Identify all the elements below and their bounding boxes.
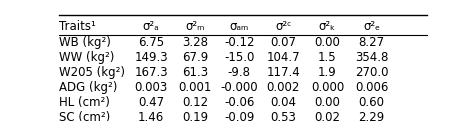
- Text: σ²ₐ: σ²ₐ: [143, 20, 159, 33]
- Text: 167.3: 167.3: [134, 66, 168, 79]
- Text: σ²ₖ: σ²ₖ: [319, 20, 336, 33]
- Text: -0.06: -0.06: [224, 96, 255, 109]
- Text: -9.8: -9.8: [228, 66, 251, 79]
- Text: WB (kg²): WB (kg²): [59, 36, 111, 49]
- Text: HL (cm²): HL (cm²): [59, 96, 110, 109]
- Text: 1.46: 1.46: [138, 111, 164, 121]
- Text: 1.9: 1.9: [318, 66, 337, 79]
- Text: 117.4: 117.4: [266, 66, 300, 79]
- Text: 0.001: 0.001: [179, 81, 212, 94]
- Text: 2.29: 2.29: [358, 111, 384, 121]
- Text: 1.5: 1.5: [318, 51, 337, 64]
- Text: 0.000: 0.000: [311, 81, 344, 94]
- Text: 0.07: 0.07: [270, 36, 296, 49]
- Text: -0.000: -0.000: [220, 81, 258, 94]
- Text: 0.04: 0.04: [270, 96, 296, 109]
- Text: 0.00: 0.00: [314, 96, 340, 109]
- Text: W205 (kg²): W205 (kg²): [59, 66, 125, 79]
- Text: 67.9: 67.9: [182, 51, 208, 64]
- Text: σ²ₑ: σ²ₑ: [363, 20, 380, 33]
- Text: WW (kg²): WW (kg²): [59, 51, 115, 64]
- Text: 61.3: 61.3: [182, 66, 208, 79]
- Text: 149.3: 149.3: [134, 51, 168, 64]
- Text: 0.02: 0.02: [314, 111, 340, 121]
- Text: 0.60: 0.60: [358, 96, 384, 109]
- Text: 0.19: 0.19: [182, 111, 208, 121]
- Text: σ²ᶜ: σ²ᶜ: [275, 20, 292, 33]
- Text: 6.75: 6.75: [138, 36, 164, 49]
- Text: 0.53: 0.53: [270, 111, 296, 121]
- Text: Traits¹: Traits¹: [59, 20, 96, 33]
- Text: 0.006: 0.006: [355, 81, 388, 94]
- Text: 3.28: 3.28: [182, 36, 208, 49]
- Text: 0.003: 0.003: [135, 81, 168, 94]
- Text: 270.0: 270.0: [355, 66, 388, 79]
- Text: 8.27: 8.27: [358, 36, 384, 49]
- Text: 104.7: 104.7: [266, 51, 300, 64]
- Text: -0.09: -0.09: [224, 111, 255, 121]
- Text: 354.8: 354.8: [355, 51, 388, 64]
- Text: σₐₘ: σₐₘ: [229, 20, 249, 33]
- Text: 0.12: 0.12: [182, 96, 208, 109]
- Text: ADG (kg²): ADG (kg²): [59, 81, 118, 94]
- Text: -0.12: -0.12: [224, 36, 255, 49]
- Text: SC (cm²): SC (cm²): [59, 111, 110, 121]
- Text: 0.00: 0.00: [314, 36, 340, 49]
- Text: -15.0: -15.0: [224, 51, 255, 64]
- Text: 0.002: 0.002: [267, 81, 300, 94]
- Text: 0.47: 0.47: [138, 96, 164, 109]
- Text: σ²ₘ: σ²ₘ: [185, 20, 205, 33]
